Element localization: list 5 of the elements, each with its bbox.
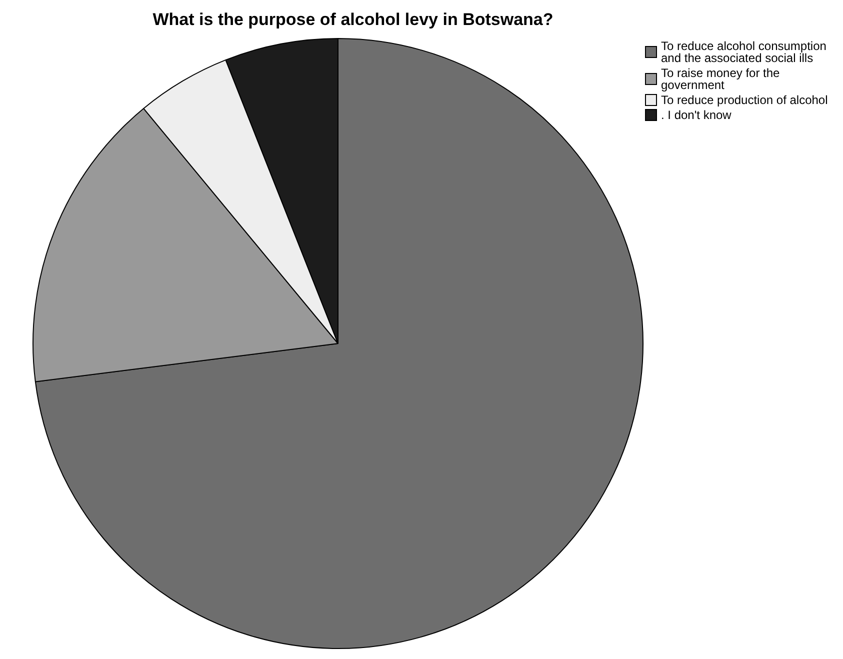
legend-label: To reduce alcohol consumption and the associated social ills [661,39,828,65]
chart-title: What is the purpose of alcohol levy in Botswana? [152,10,554,30]
legend-label: To reduce production of alcohol [661,93,828,107]
legend-label: To raise money for the government [661,66,781,92]
legend-label: . I don't know [661,108,732,122]
